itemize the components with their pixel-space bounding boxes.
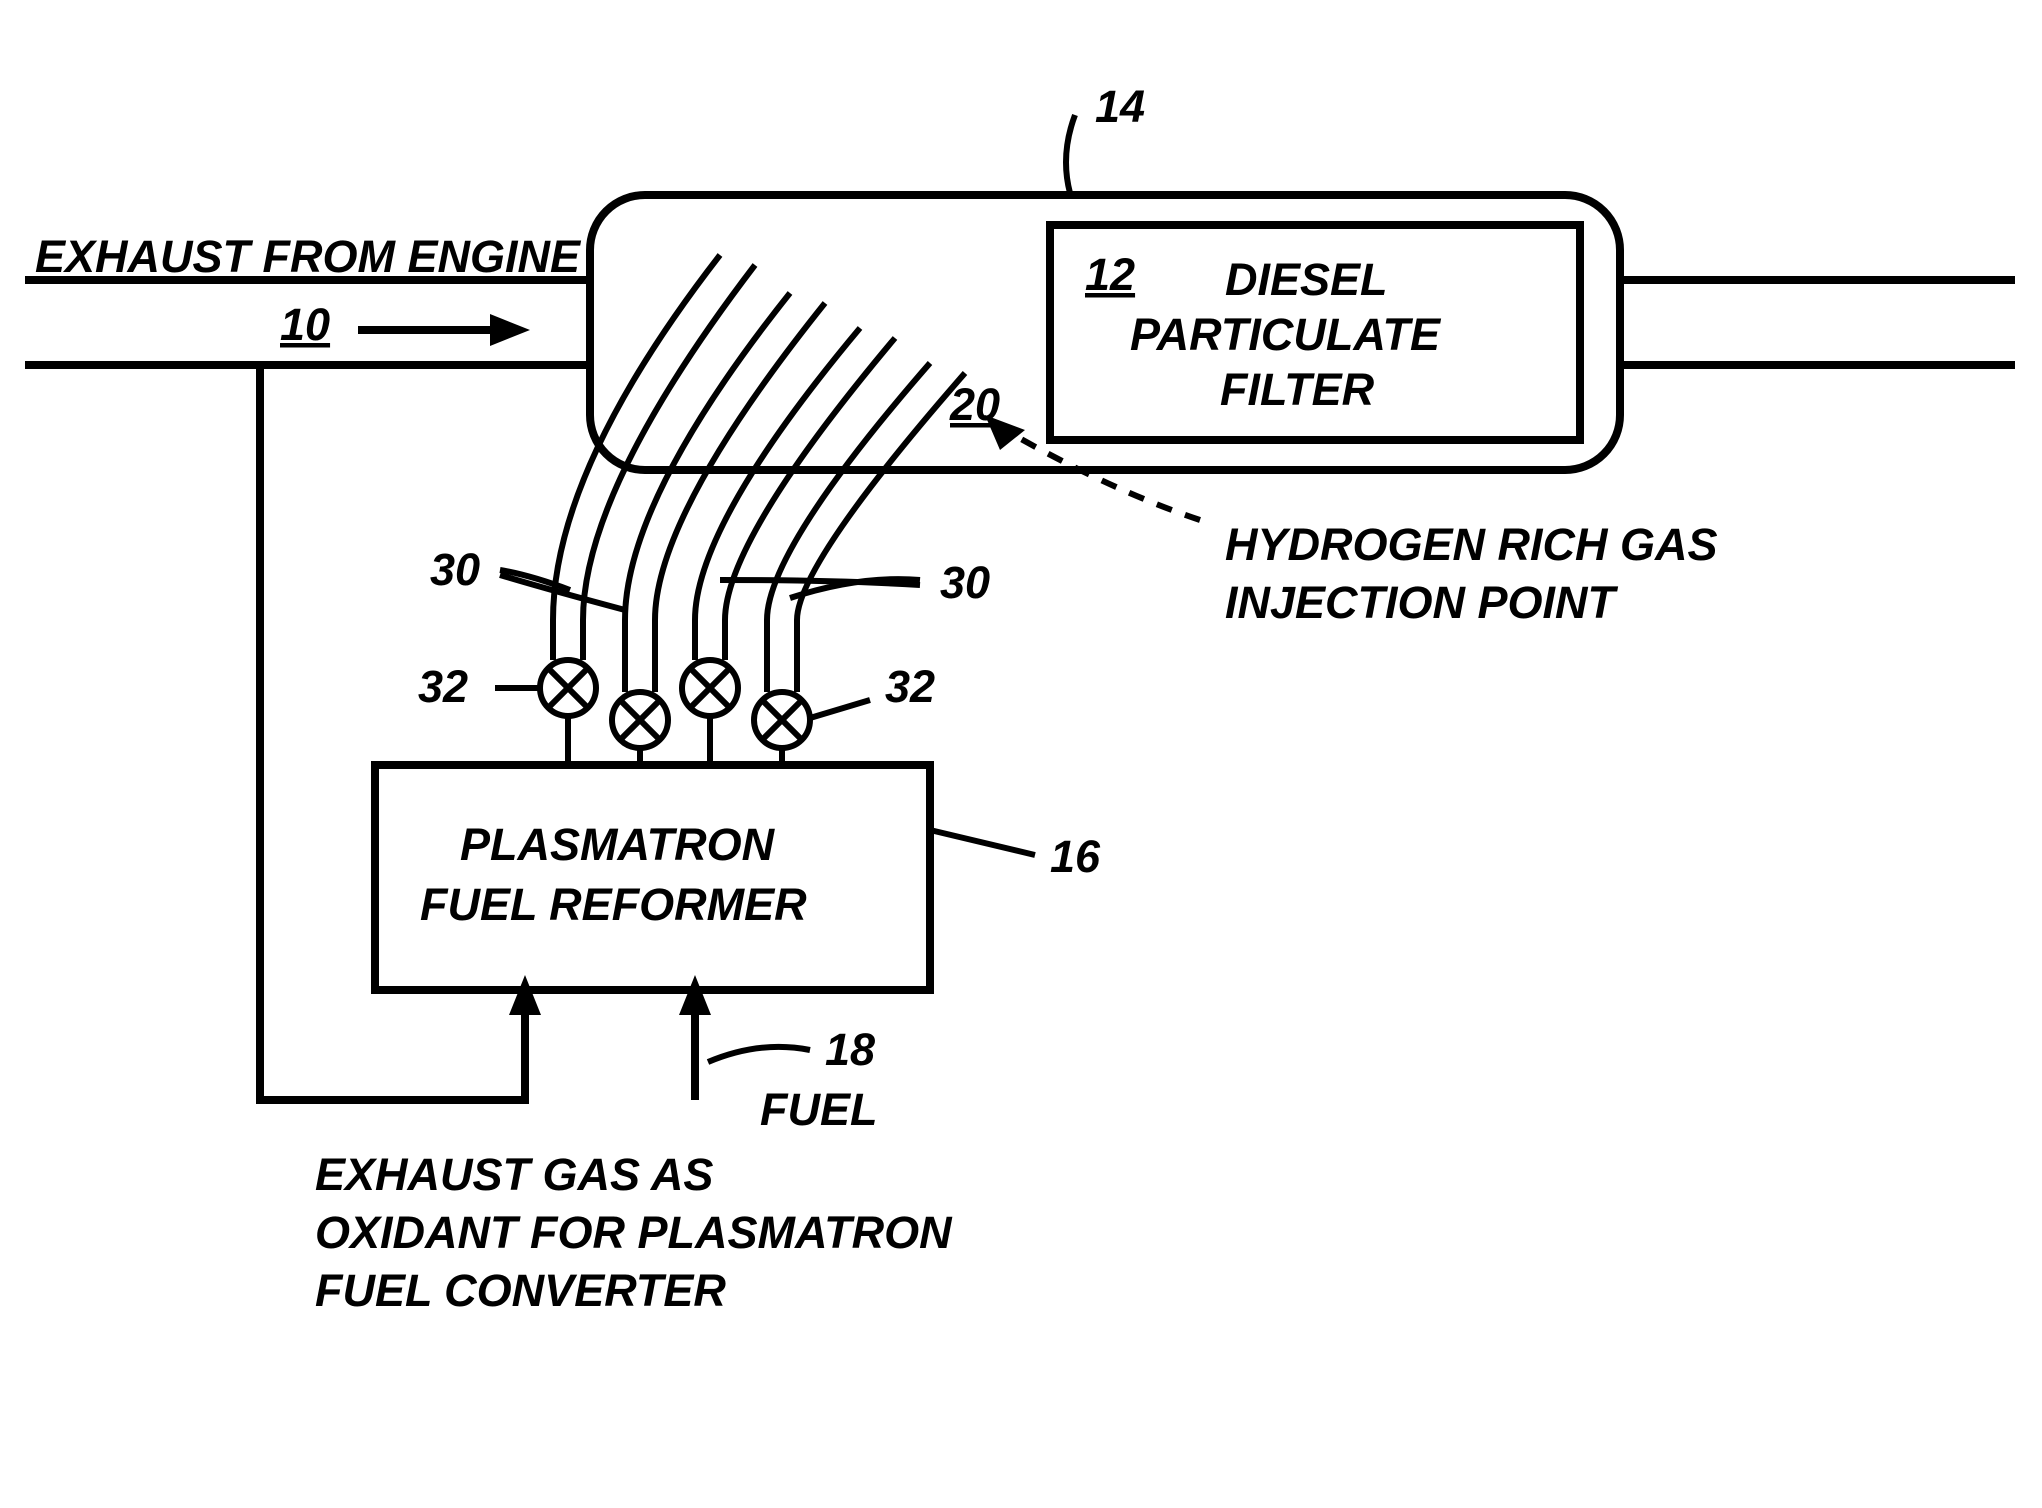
- ref-30-left: 30: [430, 544, 480, 595]
- label-exhaust-gas-l2: OXIDANT FOR PLASMATRON: [315, 1207, 953, 1258]
- label-dpf-l1: DIESEL: [1225, 254, 1388, 305]
- ref-32-right: 32: [885, 661, 935, 712]
- leader-30-left-b: [500, 575, 625, 610]
- leader-14: [1066, 115, 1075, 193]
- ref-20: 20: [949, 379, 1000, 430]
- ref-18: 18: [825, 1024, 875, 1075]
- label-plasmatron-l1: PLASMATRON: [460, 819, 776, 870]
- ref-10: 10: [280, 299, 330, 350]
- valve-4: [754, 692, 810, 765]
- label-dpf-l3: FILTER: [1220, 364, 1375, 415]
- label-hydrogen-l2: INJECTION POINT: [1225, 577, 1619, 628]
- label-dpf-l2: PARTICULATE: [1130, 309, 1442, 360]
- leader-16: [930, 830, 1035, 855]
- ref-16: 16: [1050, 831, 1101, 882]
- ref-14: 14: [1095, 81, 1145, 132]
- label-plasmatron-l2: FUEL REFORMER: [420, 879, 807, 930]
- label-hydrogen-l1: HYDROGEN RICH GAS: [1225, 519, 1718, 570]
- label-exhaust-from-engine: EXHAUST FROM ENGINE: [35, 231, 582, 282]
- ref-30-right: 30: [940, 557, 990, 608]
- valve-1: [540, 660, 596, 765]
- valve-3: [682, 660, 738, 765]
- label-fuel: FUEL: [760, 1084, 878, 1135]
- leader-30-right-b: [720, 580, 920, 585]
- valve-2: [612, 692, 668, 765]
- flow-arrow-head: [490, 314, 530, 346]
- reformer-box: [375, 765, 930, 990]
- label-exhaust-gas-l3: FUEL CONVERTER: [315, 1265, 726, 1316]
- leader-18: [708, 1047, 810, 1062]
- label-exhaust-gas-l1: EXHAUST GAS AS: [315, 1149, 713, 1200]
- ref-12: 12: [1085, 249, 1135, 300]
- ref-32-left: 32: [418, 661, 468, 712]
- leader-32-right: [810, 700, 870, 718]
